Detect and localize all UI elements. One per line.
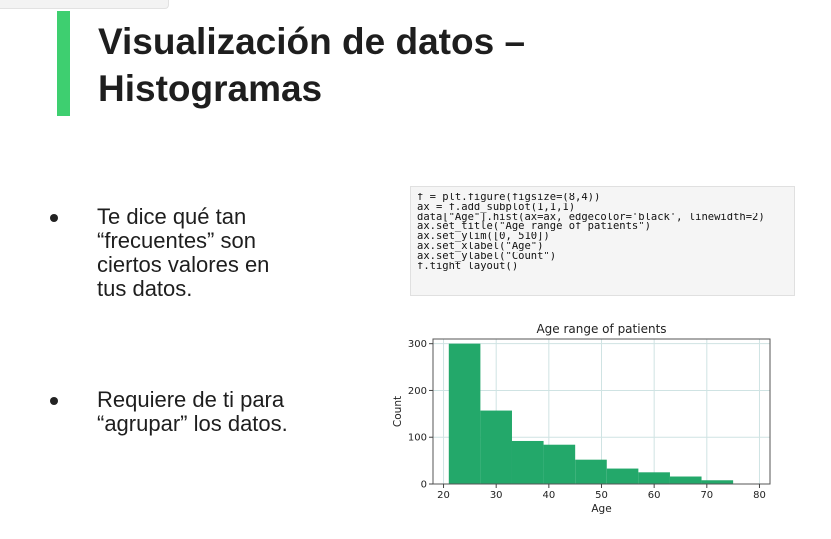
bullet-line: Te dice qué tan [97, 204, 247, 229]
code-line: ax.set_xlabel("Age") [417, 241, 544, 252]
code-line: ax = f.add_subplot(1,1,1) [417, 202, 576, 213]
code-line: ax.set_title("Age range of patients") [417, 222, 651, 233]
code-line: f = plt.figure(figsize=(8,4)) [417, 193, 601, 203]
histogram-bar [543, 444, 576, 484]
x-tick-label: 30 [490, 490, 503, 501]
slide-title-line-1: Visualización de datos – [98, 21, 526, 62]
code-snippet: f = plt.figure(figsize=(8,4)) ax = f.add… [410, 186, 795, 296]
bullet-text: Te dice qué tan “frecuentes” son ciertos… [97, 205, 347, 301]
slide-title-line-2: Histogramas [98, 68, 323, 109]
x-tick-label: 20 [437, 490, 450, 501]
code-line: ax.set_ylim([0, 510]) [417, 232, 550, 242]
x-tick-label: 60 [648, 490, 661, 501]
bullet-line: “frecuentes” son [97, 228, 256, 253]
y-tick-label: 200 [408, 386, 427, 397]
title-accent-bar [57, 11, 70, 116]
histogram-bar [480, 410, 512, 484]
x-axis-label: Age [591, 503, 611, 515]
window-tab [0, 0, 169, 9]
y-tick-label: 100 [408, 433, 427, 444]
histogram-bar [701, 480, 734, 484]
histogram-bar [575, 459, 607, 484]
bullet-line: tus datos. [97, 276, 193, 301]
chart-title: Age range of patients [536, 322, 666, 336]
histogram-bar [606, 468, 639, 484]
histogram-bar [638, 472, 670, 484]
slide-title: Visualización de datos – Histogramas [98, 18, 798, 112]
bullet-text: Requiere de ti para “agrupar” los datos. [97, 388, 347, 436]
histogram-bar [511, 440, 544, 484]
code-line: ax.set_ylabel("Count") [417, 251, 557, 262]
bullet-dot-icon [50, 214, 58, 222]
bullet-line: ciertos valores en [97, 252, 270, 277]
bullet-line: “agrupar” los datos. [97, 411, 288, 436]
y-tick-label: 0 [421, 480, 427, 491]
code-line: data["Age"].hist(ax=ax, edgecolor='black… [417, 212, 765, 223]
x-tick-label: 40 [542, 490, 555, 501]
bullet-line: Requiere de ti para [97, 387, 285, 412]
age-histogram-chart: 20 30 40 50 60 70 80 0 100 200 300 Age range of pat… [392, 322, 771, 515]
y-tick-label: 300 [408, 339, 427, 350]
x-tick-label: 80 [753, 490, 766, 501]
y-axis-label: Count [392, 396, 404, 427]
histogram-bar [669, 476, 702, 484]
x-tick-label: 50 [595, 490, 608, 501]
bullet-dot-icon [50, 397, 58, 405]
histogram-bar [448, 343, 481, 484]
x-tick-label: 70 [700, 490, 713, 501]
code-line: f.tight_layout() [417, 261, 519, 272]
